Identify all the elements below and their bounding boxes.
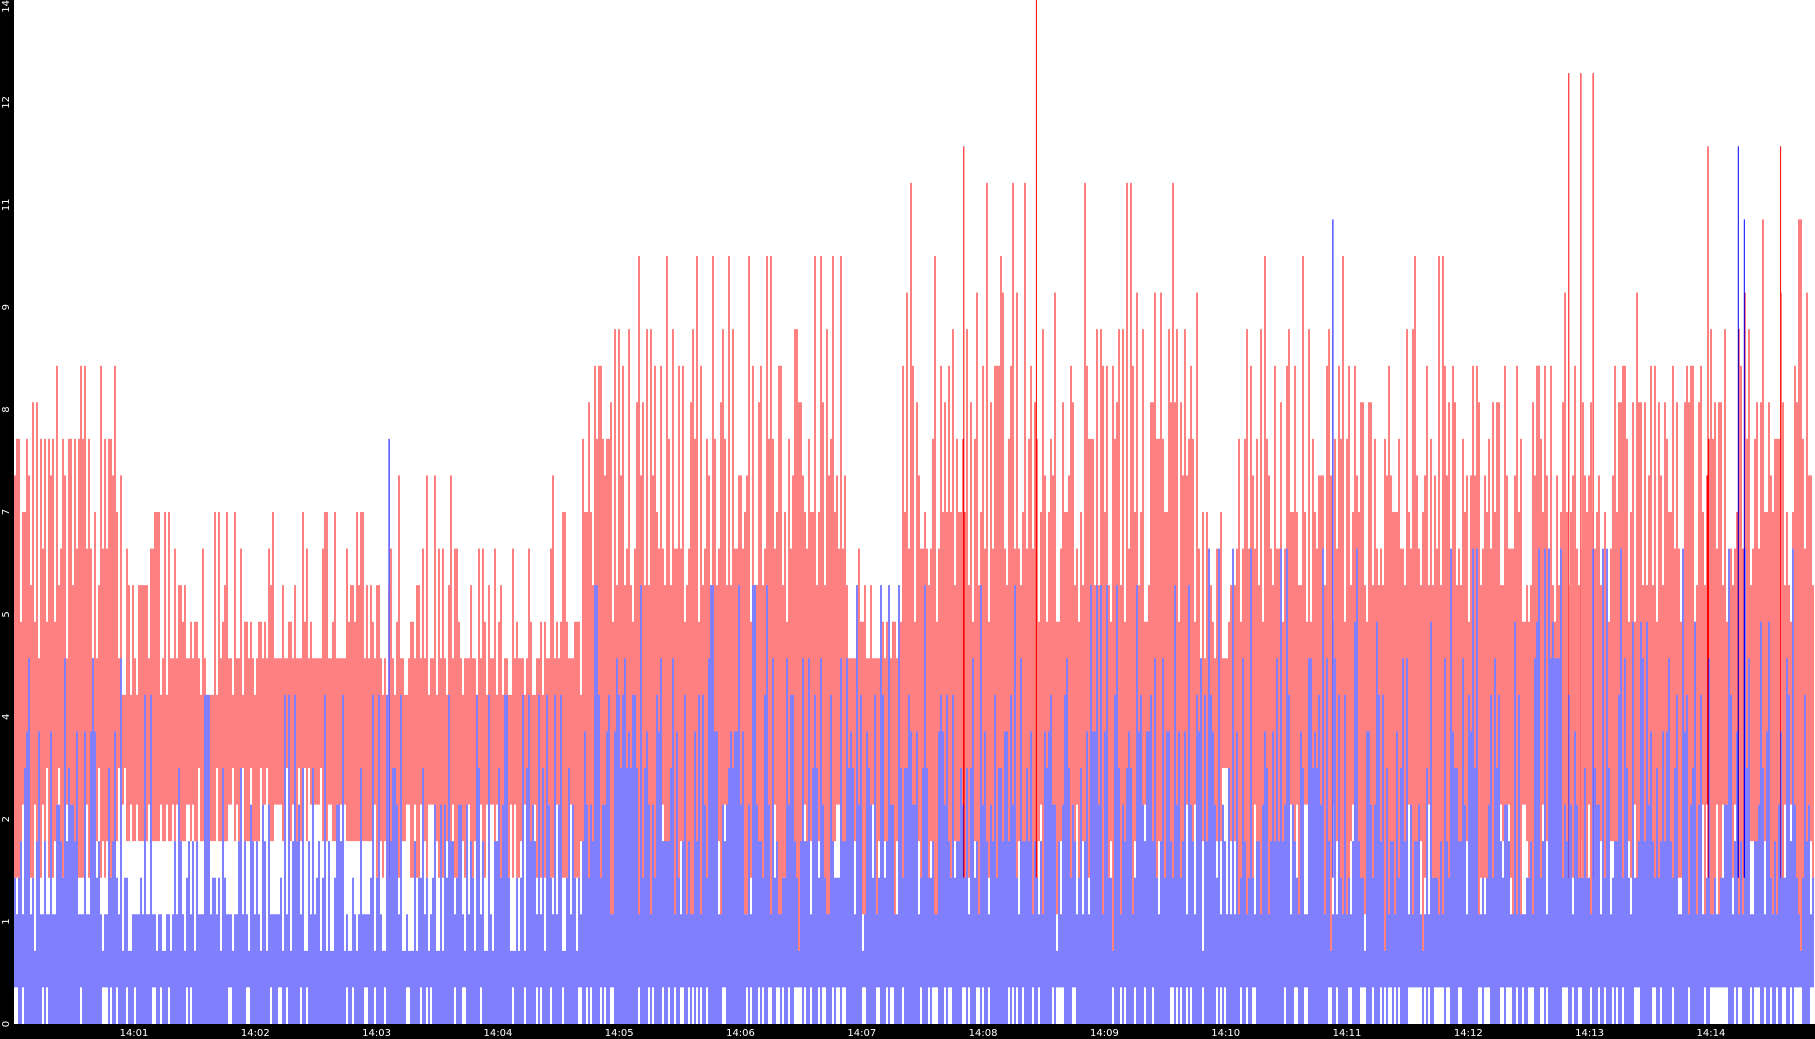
x-tick-label: 14:10 [1211, 1028, 1240, 1039]
y-tick-label: 4 [1, 714, 12, 720]
y-tick-label: 7 [1, 509, 12, 515]
x-tick-label: 14:08 [969, 1028, 998, 1039]
y-tick-label: 5 [1, 611, 12, 617]
x-axis-band [0, 1024, 1815, 1039]
x-axis-ticks: 14:01 14:02 14:03 14:04 14:05 14:06 14:07 14:08… [120, 1028, 1726, 1039]
x-tick-label: 14:12 [1454, 1028, 1483, 1039]
y-tick-label: 0 [1, 1021, 12, 1027]
x-tick-label: 14:01 [120, 1028, 149, 1039]
series-blue-line [14, 146, 1814, 1024]
x-tick-label: 14:09 [1090, 1028, 1119, 1039]
y-axis-band [0, 0, 14, 1024]
x-tick-label: 14:04 [483, 1028, 512, 1039]
x-tick-label: 14:11 [1333, 1028, 1362, 1039]
y-tick-label: 8 [1, 406, 12, 412]
y-tick-label: 9 [1, 304, 12, 310]
x-tick-label: 14:06 [726, 1028, 755, 1039]
x-tick-label: 14:05 [605, 1028, 634, 1039]
y-tick-label: 12 [1, 96, 12, 109]
x-tick-label: 14:14 [1696, 1028, 1725, 1039]
y-tick-label: 14 [1, 0, 12, 13]
y-tick-label: 1 [1, 918, 12, 924]
x-tick-label: 14:07 [847, 1028, 876, 1039]
y-tick-label: 11 [1, 198, 12, 211]
series-layer [14, 0, 1814, 1024]
x-tick-label: 14:13 [1575, 1028, 1604, 1039]
x-tick-label: 14:03 [362, 1028, 391, 1039]
y-tick-label: 2 [1, 816, 12, 822]
x-tick-label: 14:02 [241, 1028, 270, 1039]
